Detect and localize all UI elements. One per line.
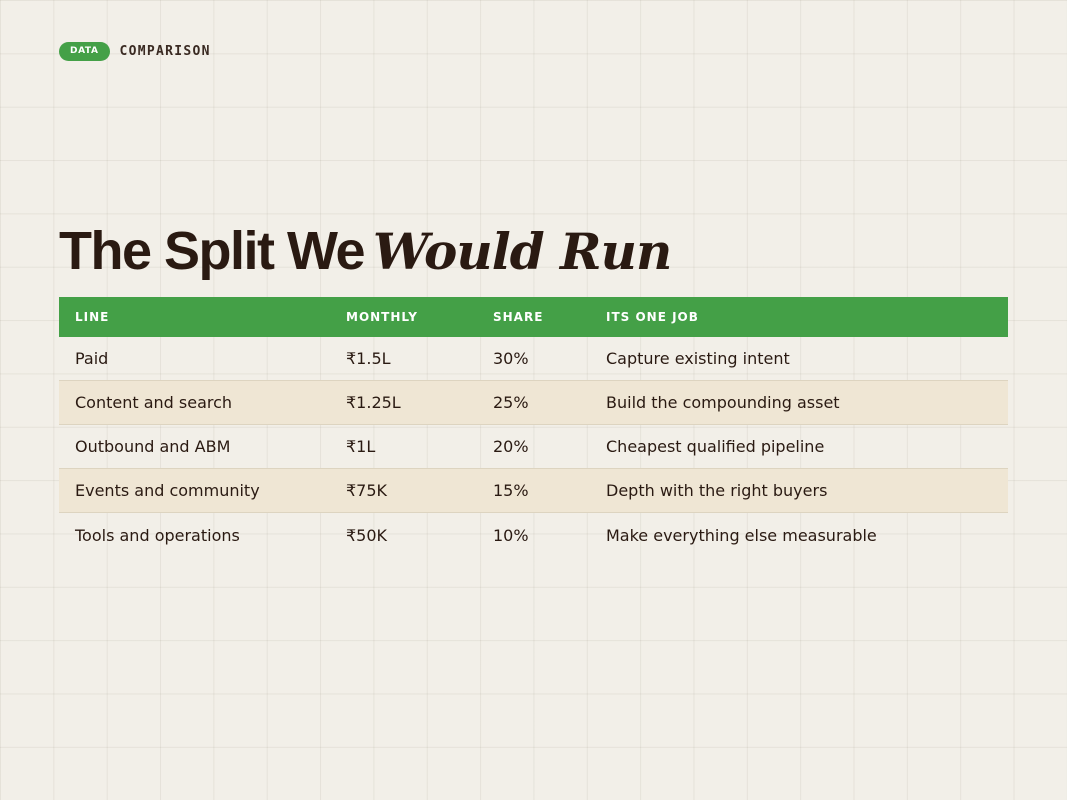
cell-monthly: ₹1L [346,437,376,456]
cell-line: Content and search [75,393,233,412]
cell-job: Build the compounding asset [606,393,840,412]
header-share: SHARE [493,310,544,324]
cell-monthly: ₹75K [346,481,388,500]
cell-share: 10% [493,525,529,545]
cell-job: Cheapest qualified pipeline [606,437,825,456]
header-its-one-job: ITS ONE JOB [606,310,699,324]
table-row: Content and search ₹1.25L 25% Build the … [59,381,1008,425]
eyebrow-label: COMPARISON [119,44,211,59]
title-accent: Would Run [372,222,672,281]
table-row: Tools and operations ₹50K 10% Make every… [59,513,1008,557]
cell-job: Depth with the right buyers [606,481,828,500]
header-line: LINE [75,310,110,324]
cell-line: Events and community [75,481,260,500]
cell-share: 20% [493,437,529,456]
cell-job: Make everything else measurable [606,525,877,545]
cell-monthly: ₹50K [346,525,388,545]
eyebrow: DATA COMPARISON [59,42,211,61]
comparison-table: LINE MONTHLY SHARE ITS ONE JOB Paid ₹1.5… [59,297,1008,557]
cell-job: Capture existing intent [606,349,790,368]
cell-monthly: ₹1.5L [346,349,391,368]
cell-share: 15% [493,481,529,500]
category-badge: DATA [59,42,110,61]
title-main: The Split We [59,221,366,281]
cell-share: 25% [493,393,529,412]
table-row: Events and community ₹75K 15% Depth with… [59,469,1008,513]
table-row: Outbound and ABM ₹1L 20% Cheapest qualif… [59,425,1008,469]
cell-share: 30% [493,349,529,368]
page-title: The Split We Would Run [59,220,672,289]
header-monthly: MONTHLY [346,310,418,324]
cell-line: Tools and operations [75,525,240,545]
cell-monthly: ₹1.25L [346,393,401,412]
table-row: Paid ₹1.5L 30% Capture existing intent [59,337,1008,381]
cell-line: Paid [75,349,109,368]
cell-line: Outbound and ABM [75,437,231,456]
table-header: LINE MONTHLY SHARE ITS ONE JOB [59,297,1008,337]
